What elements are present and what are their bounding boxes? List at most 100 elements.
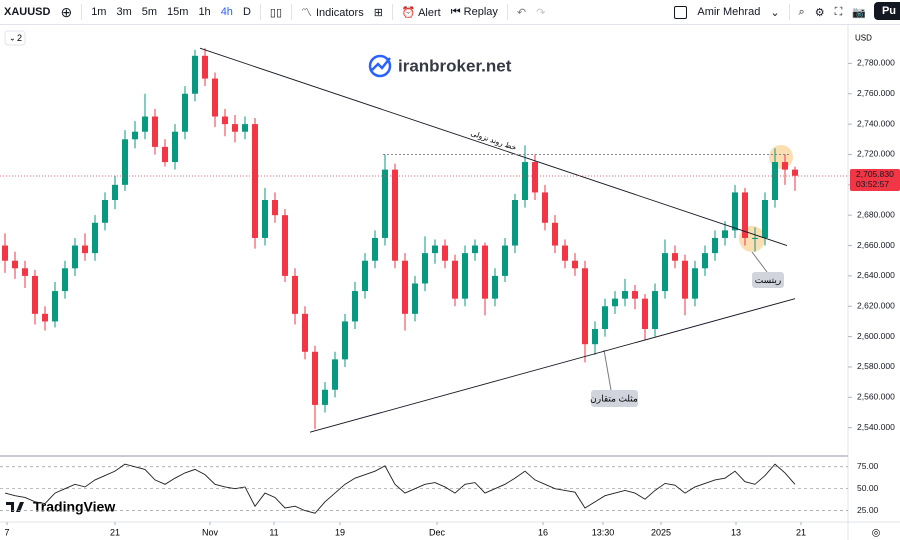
x-tick-label: 2025 — [651, 527, 671, 537]
candle-body — [52, 291, 58, 322]
candle-body — [692, 268, 698, 299]
candle-body — [202, 55, 208, 79]
annotation: مثلث متقارن — [590, 393, 638, 404]
separator — [788, 4, 790, 20]
candle-body — [632, 291, 638, 299]
candle-body — [152, 116, 158, 147]
candle-body — [572, 260, 578, 269]
interval[interactable]: 4h — [220, 6, 233, 18]
candle-body — [32, 275, 38, 314]
separator — [291, 4, 292, 20]
separator — [506, 4, 508, 20]
chart-type[interactable]: ▯▯ — [269, 6, 282, 19]
candle-body — [622, 291, 628, 299]
replay-label: Replay — [463, 5, 498, 18]
interval[interactable]: 3m — [116, 6, 132, 18]
x-tick-label: 13 — [731, 527, 741, 537]
interval[interactable]: 1m — [91, 6, 107, 18]
candle-body — [602, 306, 608, 330]
candle-body — [722, 230, 728, 238]
time-settings[interactable]: ◎ — [872, 528, 881, 539]
candle-body — [652, 291, 658, 330]
callout-line — [751, 251, 768, 273]
indicators-button[interactable]: 〽 Indicators — [301, 4, 364, 20]
candle-body — [452, 260, 458, 299]
candle-body — [502, 245, 508, 276]
candle-body — [22, 268, 28, 276]
templates[interactable]: ⊞ — [373, 6, 383, 19]
watermark-icon-arrow — [371, 57, 391, 71]
x-tick-label: 7 — [4, 527, 9, 537]
candle-body — [532, 162, 538, 193]
candle-body — [12, 260, 18, 269]
candle-body — [412, 283, 418, 314]
currency[interactable]: USD — [855, 34, 872, 43]
alert-button[interactable]: ⏰ Alert — [401, 6, 441, 19]
x-tick-label: 21 — [796, 527, 806, 537]
interval[interactable]: 1h — [198, 6, 211, 18]
search[interactable]: ⌕ — [798, 5, 805, 18]
x-tick-label: 11 — [269, 527, 278, 537]
candle-body — [542, 192, 548, 223]
watermark-text: iranbroker.net — [398, 56, 512, 75]
candle-body — [182, 93, 188, 132]
interval[interactable]: D — [242, 6, 251, 18]
layout-name[interactable]: Amir Mehrad — [697, 6, 761, 18]
candle-body — [82, 245, 88, 254]
publish-button[interactable]: Pu — [873, 2, 900, 20]
snapshot[interactable]: 📷 — [852, 6, 866, 19]
candle-body — [512, 200, 518, 246]
pane-toggle[interactable] — [4, 30, 26, 46]
candle-body — [442, 245, 448, 261]
symbol[interactable]: XAUUSD — [4, 6, 51, 18]
watermark-icon — [368, 54, 392, 78]
candle-body — [752, 237, 758, 239]
candle-body — [712, 237, 718, 254]
candle-body — [252, 124, 258, 238]
y-tick-label: 2,720.000 — [857, 149, 895, 159]
candle-body — [102, 200, 108, 223]
candle-body — [272, 200, 278, 216]
layout-checkbox[interactable] — [674, 5, 688, 19]
interval[interactable]: 5m — [141, 6, 158, 18]
settings[interactable]: ⚙ — [814, 6, 825, 19]
x-tick-label: 21 — [110, 527, 120, 537]
candle-body — [402, 260, 408, 314]
candle-body — [142, 116, 148, 132]
fullscreen[interactable]: ⛶ — [834, 5, 843, 18]
x-tick-label: Nov — [202, 527, 219, 537]
candle-body — [92, 222, 98, 254]
interval[interactable]: 15m — [167, 6, 189, 18]
layout-menu[interactable]: ⌄ — [770, 6, 780, 19]
candle-body — [132, 131, 138, 140]
candle-body — [472, 245, 478, 254]
candle-body — [372, 237, 378, 261]
redo[interactable]: ↷ — [536, 6, 546, 19]
price-axis-bg — [848, 25, 900, 540]
y-tick-label: 2,600.000 — [857, 331, 895, 341]
separator — [81, 4, 83, 20]
candle-body — [582, 268, 588, 345]
add-symbol[interactable]: ⊕ — [60, 3, 73, 20]
annotation: ریتست — [755, 275, 781, 286]
y-tick-label: 2,780.000 — [857, 58, 895, 68]
intervals: 1m 3m 5m 15m 1h 4h D — [86, 6, 256, 18]
y-tick-label: 2,640.000 — [857, 270, 895, 280]
candle-body — [762, 200, 768, 238]
candle-body — [552, 222, 558, 246]
x-tick-label: Dec — [429, 527, 446, 537]
candle-body — [352, 291, 358, 322]
candle-body — [342, 321, 348, 360]
candle-body — [232, 124, 238, 132]
candle-body — [42, 313, 48, 322]
candle-body — [312, 351, 318, 405]
undo[interactable]: ↶ — [516, 6, 527, 19]
alert-label: Alert — [418, 6, 441, 19]
candle-body — [162, 146, 168, 163]
replay-button[interactable]: ⏮ Replay — [450, 5, 498, 18]
candle-body — [462, 253, 468, 299]
y-tick-label: 2,560.000 — [857, 392, 895, 402]
logo-icon — [6, 502, 24, 512]
candle-body — [742, 192, 748, 238]
